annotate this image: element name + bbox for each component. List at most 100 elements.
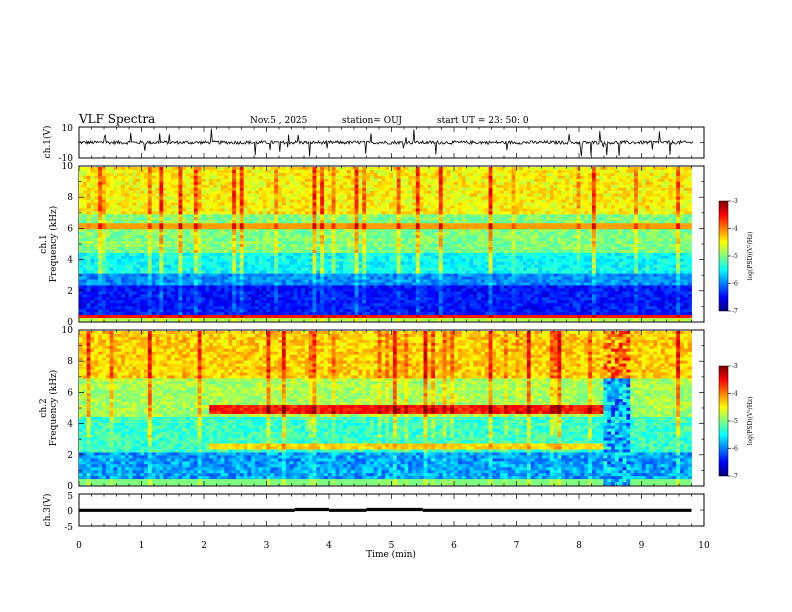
spectrogram-cell bbox=[435, 276, 440, 280]
spectrogram-cell bbox=[170, 306, 176, 310]
spectrogram-cell bbox=[293, 229, 298, 233]
spectrogram-cell bbox=[408, 306, 413, 310]
spectrogram-cell bbox=[220, 261, 225, 266]
spectrogram-cell bbox=[285, 175, 290, 180]
spectrogram-cell bbox=[274, 223, 279, 227]
spectrogram-cell bbox=[412, 246, 417, 251]
spectrogram-cell bbox=[147, 199, 153, 203]
spectrogram-cell bbox=[366, 273, 371, 277]
spectrogram-cell bbox=[262, 285, 267, 289]
spectrogram-cell bbox=[178, 205, 183, 209]
spectrogram-cell bbox=[132, 285, 137, 289]
spectrogram-cell bbox=[255, 172, 260, 177]
spectrogram-cell bbox=[98, 238, 103, 242]
spectrogram-cell bbox=[278, 187, 283, 192]
spectrogram-cell bbox=[281, 267, 287, 272]
spectrogram-cell bbox=[381, 258, 386, 263]
spectrogram-cell bbox=[86, 246, 91, 251]
spectrogram-cell bbox=[324, 273, 329, 277]
spectrogram-cell bbox=[255, 291, 260, 295]
spectrogram-cell bbox=[274, 184, 279, 189]
spectrogram-cell bbox=[274, 190, 279, 195]
spectrogram-cell bbox=[144, 270, 149, 275]
spectrogram-cell bbox=[113, 193, 118, 198]
spectrogram-cell bbox=[232, 303, 237, 307]
spectrogram-cell bbox=[358, 226, 363, 230]
spectrogram-cell bbox=[274, 175, 279, 180]
spectrogram-cell bbox=[385, 241, 390, 245]
spectrogram-cell bbox=[435, 175, 440, 180]
spectrogram-cell bbox=[274, 244, 279, 248]
spectrogram-cell bbox=[197, 181, 202, 186]
spectrogram-cell bbox=[289, 238, 294, 242]
spectrogram-cell bbox=[105, 318, 111, 322]
spectrogram-cell bbox=[90, 167, 95, 171]
spectrogram-cell bbox=[408, 226, 413, 230]
spectrogram-cell bbox=[331, 303, 336, 307]
spectrogram-cell bbox=[113, 252, 118, 257]
spectrogram-cell bbox=[82, 167, 88, 171]
spectrogram-cell bbox=[427, 217, 432, 221]
spectrogram-cell bbox=[419, 267, 424, 272]
spectrogram-cell bbox=[400, 276, 405, 280]
spectrogram-cell bbox=[258, 291, 264, 295]
spectrogram-cell bbox=[392, 273, 398, 277]
spectrogram-cell bbox=[320, 187, 325, 192]
spectrogram-cell bbox=[98, 318, 103, 322]
spectrogram-cell bbox=[197, 303, 202, 307]
spectrogram-cell bbox=[320, 217, 325, 221]
spectrogram-cell bbox=[82, 309, 88, 313]
spectrogram-cell bbox=[331, 285, 336, 289]
spectrogram-cell bbox=[86, 205, 91, 209]
spectrogram-cell bbox=[136, 187, 141, 192]
spectrogram-cell bbox=[377, 261, 382, 266]
spectrogram-cell bbox=[331, 167, 336, 171]
spectrogram-cell bbox=[270, 193, 275, 198]
spectrogram-cell bbox=[159, 258, 164, 263]
spectrogram-cell bbox=[316, 232, 321, 236]
spectrogram-cell bbox=[105, 178, 111, 183]
spectrogram-cell bbox=[427, 261, 432, 266]
spectrogram-cell bbox=[136, 241, 141, 245]
spectrogram-cell bbox=[373, 184, 378, 189]
spectrogram-cell bbox=[404, 208, 409, 212]
spectrogram-cell bbox=[285, 238, 290, 242]
spectrogram-cell bbox=[144, 279, 149, 283]
spectrogram-cell bbox=[220, 196, 225, 200]
spectrogram-cell bbox=[404, 226, 409, 230]
spectrogram-cell bbox=[327, 193, 333, 198]
spectrogram-cell bbox=[335, 291, 340, 295]
spectrogram-cell bbox=[170, 205, 176, 209]
spectrogram-cell bbox=[216, 285, 222, 289]
spectrogram-cell bbox=[247, 187, 252, 192]
spectrogram-cell bbox=[270, 244, 275, 248]
spectrogram-cell bbox=[369, 270, 375, 275]
spectrogram-cell bbox=[339, 288, 344, 292]
spectrogram-cell bbox=[435, 172, 440, 177]
spectrogram-cell bbox=[373, 199, 378, 203]
spectrogram-cell bbox=[144, 315, 149, 319]
spectrogram-cell bbox=[163, 300, 168, 304]
spectrogram-cell bbox=[335, 184, 340, 189]
spectrogram-cell bbox=[289, 312, 294, 316]
spectrogram-cell bbox=[362, 178, 367, 183]
spectrogram-cell bbox=[190, 235, 195, 239]
spectrogram-cell bbox=[400, 169, 405, 174]
spectrogram-cell bbox=[285, 258, 290, 263]
spectrogram-cell bbox=[90, 214, 95, 218]
spectrogram-cell bbox=[109, 193, 114, 198]
spectrogram-cell bbox=[159, 235, 164, 239]
spectrogram-cell bbox=[369, 229, 375, 233]
spectrogram-cell bbox=[193, 315, 199, 319]
spectrogram-cell bbox=[121, 193, 126, 198]
spectrogram-cell bbox=[235, 285, 241, 289]
spectrogram-cell bbox=[243, 288, 248, 292]
spectrogram-cell bbox=[385, 211, 390, 215]
spectrogram-cell bbox=[281, 169, 287, 174]
spectrogram-cell bbox=[404, 249, 409, 254]
spectrogram-cell bbox=[220, 167, 225, 171]
spectrogram-cell bbox=[224, 306, 229, 310]
spectrogram-cell bbox=[94, 169, 99, 174]
spectrogram-cell bbox=[239, 220, 245, 224]
spectrogram-cell bbox=[144, 297, 149, 301]
